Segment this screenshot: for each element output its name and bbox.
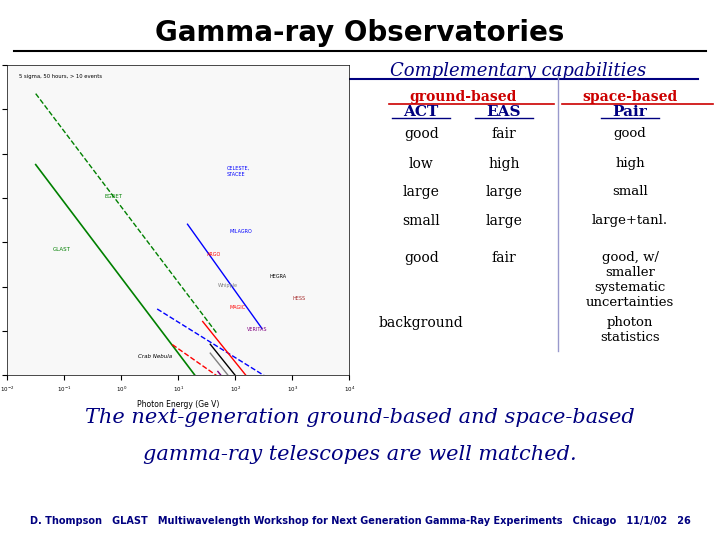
Text: field of view: field of view [230, 214, 317, 228]
Text: energy resolution: energy resolution [192, 251, 317, 265]
Text: ACT: ACT [404, 105, 438, 119]
Text: good: good [613, 127, 647, 140]
Text: GLAST: GLAST [53, 247, 71, 252]
Text: good, w/
smaller
systematic
uncertainties: good, w/ smaller systematic uncertaintie… [586, 251, 674, 309]
Text: limiting factor: limiting factor [216, 316, 317, 330]
Text: Complementary capabilities: Complementary capabilities [390, 62, 647, 80]
Text: high: high [615, 157, 645, 170]
Text: Crab Nebula: Crab Nebula [138, 354, 172, 359]
Text: space-based: space-based [582, 90, 678, 104]
Text: EGRET: EGRET [104, 194, 122, 199]
Text: CELESTE,
STACEE: CELESTE, STACEE [227, 166, 250, 177]
Text: large: large [402, 185, 440, 199]
Text: good: good [404, 127, 438, 141]
Text: D. Thompson   GLAST   Multiwavelength Workshop for Next Generation Gamma-Ray Exp: D. Thompson GLAST Multiwavelength Worksh… [30, 516, 690, 526]
X-axis label: Photon Energy (Ge V): Photon Energy (Ge V) [137, 400, 220, 409]
Text: low: low [409, 157, 433, 171]
Text: MILAGRO: MILAGRO [230, 230, 252, 234]
Text: background: background [379, 316, 464, 330]
Text: VERITAS: VERITAS [246, 327, 267, 332]
Text: fair: fair [492, 127, 516, 141]
Text: The next-generation ground-based and space-based: The next-generation ground-based and spa… [85, 408, 635, 427]
Text: high: high [488, 157, 520, 171]
Text: Whipple: Whipple [218, 282, 238, 288]
Text: HESS: HESS [292, 296, 305, 301]
Text: 5 sigma, 50 hours, > 10 events: 5 sigma, 50 hours, > 10 events [19, 74, 102, 79]
Text: ARGO: ARGO [207, 252, 221, 256]
Text: EAS: EAS [487, 105, 521, 119]
Text: angular resolution: angular resolution [186, 127, 317, 141]
Text: area: area [285, 185, 317, 199]
Text: Gamma-ray Observatories: Gamma-ray Observatories [156, 19, 564, 47]
Text: photon
statistics: photon statistics [600, 316, 660, 344]
Text: gamma-ray telescopes are well matched.: gamma-ray telescopes are well matched. [143, 446, 577, 464]
Text: large: large [485, 214, 523, 228]
Text: small: small [612, 185, 648, 198]
Text: small: small [402, 214, 440, 228]
Text: large: large [485, 185, 523, 199]
Text: good: good [404, 251, 438, 265]
Text: MAGIC: MAGIC [230, 305, 246, 310]
Text: Pair: Pair [613, 105, 647, 119]
Text: HEGRA: HEGRA [269, 274, 287, 279]
Text: large+tanl.: large+tanl. [592, 214, 668, 227]
Text: ground-based: ground-based [409, 90, 516, 104]
Text: duty cycle: duty cycle [245, 157, 317, 171]
Text: fair: fair [492, 251, 516, 265]
